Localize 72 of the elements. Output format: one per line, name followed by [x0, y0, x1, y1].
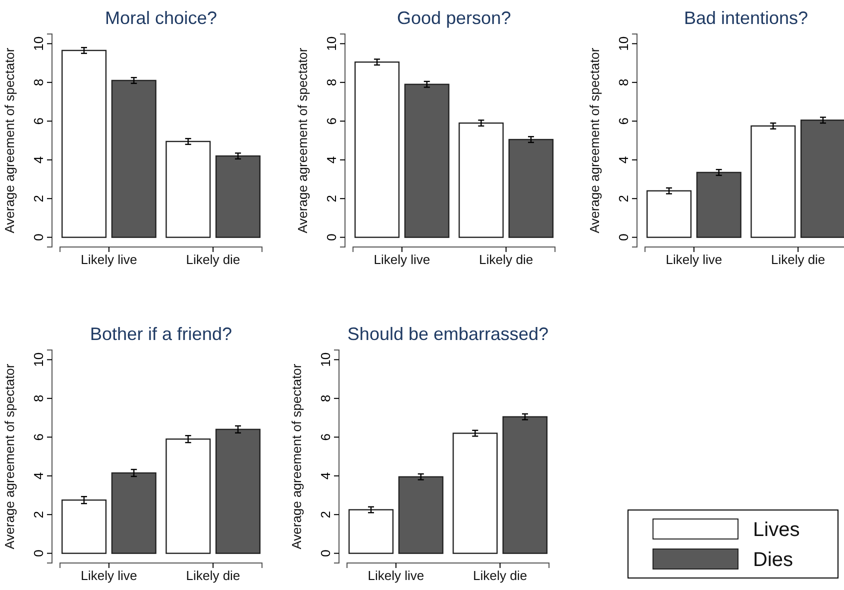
y-tick-label: 8 — [616, 78, 631, 86]
y-tick-label: 0 — [324, 234, 339, 241]
bar — [215, 155, 261, 238]
y-tick-label: 2 — [31, 510, 46, 518]
y-tick-label: 10 — [31, 36, 46, 51]
x-tick-label: Likely die — [770, 252, 826, 268]
y-axis-title: Average agreement of spectator — [289, 363, 304, 550]
x-tick-label: Likely die — [472, 568, 528, 584]
y-tick-label: 2 — [324, 194, 339, 202]
x-tick-label: Likely live — [374, 252, 430, 268]
y-tick-label: 2 — [318, 510, 333, 518]
chart-title: Should be embarrassed? — [347, 324, 549, 344]
x-tick-label: Likely die — [186, 568, 240, 584]
bar — [348, 509, 394, 554]
y-tick-label: 10 — [31, 352, 46, 367]
x-tick-label: Likely die — [478, 252, 534, 268]
y-tick-label: 0 — [31, 234, 46, 241]
x-tick-label: Likely live — [80, 568, 138, 584]
bar — [696, 172, 742, 238]
y-tick-label: 0 — [31, 550, 46, 557]
y-tick-label: 8 — [318, 394, 333, 402]
y-tick-label: 0 — [616, 234, 631, 241]
y-tick-label: 6 — [31, 118, 46, 125]
x-tick-label: Likely live — [80, 252, 138, 268]
y-tick-label: 10 — [318, 352, 333, 367]
y-tick-label: 10 — [616, 36, 631, 51]
bar — [458, 122, 504, 238]
bar — [800, 120, 844, 238]
y-axis-title: Average agreement of spectator — [295, 47, 310, 234]
bar — [166, 140, 211, 238]
y-tick-label: 4 — [324, 156, 339, 164]
bar — [404, 84, 450, 238]
x-tick-label: Likely live — [368, 568, 424, 584]
y-tick-label: 6 — [616, 118, 631, 125]
y-tick-label: 4 — [31, 156, 46, 164]
bar — [646, 190, 692, 238]
y-tick-label: 2 — [616, 194, 631, 202]
y-axis-title: Average agreement of spectator — [2, 47, 17, 234]
bar — [111, 472, 156, 554]
chart-title: Bad intentions? — [684, 8, 808, 28]
bar — [61, 50, 107, 238]
bar — [354, 61, 400, 238]
x-tick-label: Likely die — [186, 252, 240, 268]
chart-title: Good person? — [396, 8, 512, 28]
legend-label: Lives — [753, 519, 800, 541]
legend-label: Dies — [753, 549, 794, 571]
bar — [111, 80, 156, 238]
y-tick-label: 8 — [31, 394, 46, 402]
y-tick-label: 2 — [31, 194, 46, 202]
chart-title: Bother if a friend? — [90, 324, 232, 344]
y-tick-label: 6 — [31, 434, 46, 441]
bar — [166, 438, 211, 554]
bar — [452, 432, 498, 554]
bar — [508, 138, 554, 238]
y-tick-label: 10 — [324, 36, 339, 51]
y-tick-label: 6 — [324, 118, 339, 125]
y-tick-label: 4 — [31, 472, 46, 480]
y-axis-title: Average agreement of spectator — [2, 363, 17, 550]
bar — [398, 476, 444, 554]
y-tick-label: 6 — [318, 434, 333, 441]
x-tick-label: Likely live — [666, 252, 722, 268]
bar — [502, 416, 548, 554]
y-tick-label: 0 — [318, 550, 333, 557]
chart-title: Moral choice? — [104, 8, 218, 28]
y-tick-label: 4 — [616, 156, 631, 164]
y-tick-label: 4 — [318, 472, 333, 480]
y-tick-label: 8 — [31, 78, 46, 86]
bar — [61, 499, 107, 554]
y-tick-label: 8 — [324, 78, 339, 86]
bar — [750, 125, 796, 238]
y-axis-title: Average agreement of spectator — [587, 47, 602, 234]
bar — [215, 428, 261, 554]
